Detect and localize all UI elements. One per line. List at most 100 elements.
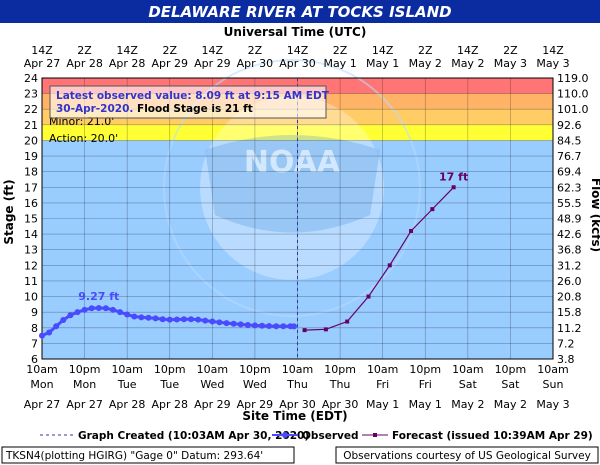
observed-point xyxy=(53,323,60,330)
y-right-tick-label: 26.0 xyxy=(557,275,582,288)
legend-observed-label: Observed xyxy=(302,430,358,442)
top-tick-date: Apr 27 xyxy=(24,57,61,70)
top-tick-date: Apr 30 xyxy=(279,57,316,70)
y-right-tick-label: 31.2 xyxy=(557,259,582,272)
y-left-tick-label: 20 xyxy=(24,134,38,147)
bottom-tick-time: 10am xyxy=(26,363,57,376)
bottom-tick-day: Mon xyxy=(73,378,96,391)
top-tick-date: May 2 xyxy=(409,57,442,70)
observed-point xyxy=(180,316,187,323)
top-tick-time: 14Z xyxy=(287,44,309,57)
legend-forecast-label: Forecast (issued 10:39AM Apr 29) xyxy=(392,430,593,442)
bottom-tick-day: Wed xyxy=(243,378,267,391)
y-right-tick-label: 119.0 xyxy=(557,72,589,85)
bottom-tick-day: Sat xyxy=(459,378,478,391)
flood-stage-note: Flood Stage is 21 ft xyxy=(133,103,252,115)
bottom-tick-time: 10pm xyxy=(409,363,441,376)
top-tick-date: May 3 xyxy=(536,57,569,70)
y-axis-left: 6 7 8 9 10 11 12 13 14 15 16 17 18 19 20 21 22 23 24 xyxy=(24,72,38,366)
y-left-tick-label: 8 xyxy=(31,322,38,335)
bottom-tick-day: Fri xyxy=(419,378,432,391)
y-right-tick-label: 76.7 xyxy=(557,150,582,163)
y-left-tick-label: 12 xyxy=(24,259,38,272)
legend-forecast-marker xyxy=(373,433,377,437)
observed-point xyxy=(152,315,159,322)
observed-point xyxy=(202,317,209,324)
y-right-tick-label: 7.2 xyxy=(557,337,575,350)
top-tick-date: Apr 28 xyxy=(66,57,103,70)
y-left-tick-label: 16 xyxy=(24,197,38,210)
y-left-tick-label: 13 xyxy=(24,244,38,257)
y-left-tick-label: 21 xyxy=(24,119,38,132)
bottom-tick-day: Tue xyxy=(159,378,179,391)
observed-point xyxy=(131,313,138,320)
y-right-tick-label: 3.8 xyxy=(557,353,575,366)
observed-point xyxy=(216,319,223,326)
bottom-tick-day: Sat xyxy=(501,378,520,391)
forecast-point xyxy=(387,263,392,268)
footer-credit: Observations courtesy of US Geological S… xyxy=(343,450,591,462)
y-right-tick-label: 48.9 xyxy=(557,213,582,226)
bottom-tick-time: 10pm xyxy=(69,363,101,376)
series-forecast xyxy=(302,185,456,333)
x-axis-bottom: 10am Mon Apr 27 10pm Mon Apr 27 10am Tue Apr 28 1… xyxy=(24,363,570,411)
y-right-tick-label: 101.0 xyxy=(557,103,589,116)
observed-point xyxy=(166,316,173,323)
top-tick-time: 14Z xyxy=(372,44,394,57)
bottom-tick-time: 10am xyxy=(367,363,398,376)
observed-point xyxy=(259,322,266,329)
bottom-tick-date: May 1 xyxy=(366,398,399,411)
observed-point xyxy=(244,321,251,328)
y-left-tick-label: 10 xyxy=(24,291,38,304)
observed-point xyxy=(74,309,81,316)
top-tick-time: 2Z xyxy=(333,44,348,57)
observed-point xyxy=(223,320,230,327)
top-tick-date: Apr 30 xyxy=(237,57,274,70)
footer-left-box xyxy=(1,446,295,464)
top-axis-title: Universal Time (UTC) xyxy=(224,25,367,39)
y-right-tick-label: 110.0 xyxy=(557,88,589,101)
footer-datum: TKSN4(plotting HGIRG) "Gage 0" Datum: 29… xyxy=(5,450,263,462)
observed-point xyxy=(138,314,145,321)
latest-value-box: Latest observed value: 8.09 ft at 9:15 A… xyxy=(49,85,330,119)
y-right-tick-label: 69.4 xyxy=(557,166,582,179)
top-tick-time: 14Z xyxy=(542,44,564,57)
chart-title: DELAWARE RIVER AT TOCKS ISLAND xyxy=(148,3,451,21)
bottom-tick-day: Fri xyxy=(376,378,389,391)
top-tick-time: 2Z xyxy=(503,44,518,57)
observed-point xyxy=(251,322,258,329)
observed-point xyxy=(88,305,95,312)
bottom-tick-day: Sun xyxy=(543,378,564,391)
top-tick-date: May 3 xyxy=(494,57,527,70)
y-right-tick-label: 62.3 xyxy=(557,181,582,194)
observed-point xyxy=(173,316,180,323)
title-bar xyxy=(0,0,600,23)
bottom-tick-time: 10pm xyxy=(495,363,527,376)
y-right-tick-label: 20.8 xyxy=(557,291,582,304)
y-axis-right-title: Flow (kcfs) xyxy=(589,178,600,252)
svg-text:NOAA: NOAA xyxy=(244,145,341,180)
top-tick-time: 2Z xyxy=(162,44,177,57)
y-left-tick-label: 22 xyxy=(24,103,38,116)
forecast-point xyxy=(430,207,435,212)
y-left-tick-label: 17 xyxy=(24,181,38,194)
observed-point xyxy=(109,306,116,313)
legend: Graph Created (10:03AM Apr 30, 2020) Obs… xyxy=(40,430,593,442)
top-tick-time: 14Z xyxy=(202,44,224,57)
bottom-tick-date: Apr 27 xyxy=(24,398,61,411)
observed-point xyxy=(81,306,88,313)
top-tick-time: 2Z xyxy=(77,44,92,57)
forecast-line xyxy=(304,186,455,331)
bottom-tick-date: May 2 xyxy=(451,398,484,411)
bottom-tick-time: 10pm xyxy=(154,363,186,376)
observed-point xyxy=(102,305,109,312)
bottom-tick-time: 10am xyxy=(537,363,568,376)
y-left-tick-label: 15 xyxy=(24,213,38,226)
observed-point xyxy=(230,320,237,327)
bottom-tick-day: Wed xyxy=(200,378,224,391)
bottom-tick-date: Apr 28 xyxy=(151,398,188,411)
top-tick-date: Apr 29 xyxy=(151,57,188,70)
